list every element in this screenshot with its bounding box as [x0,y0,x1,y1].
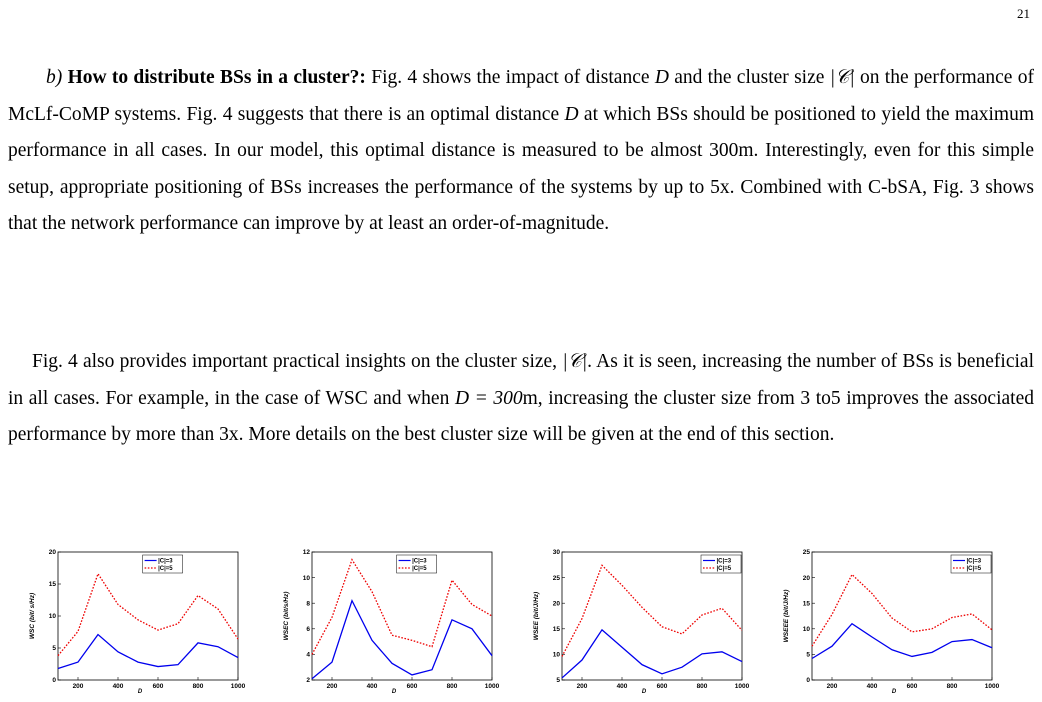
subsection-heading: How to distribute BSs in a cluster?: [67,67,366,88]
y-tick-label: 5 [806,652,810,659]
y-tick-label: 5 [52,645,56,652]
x-tick-label: 400 [617,683,628,690]
y-tick-label: 20 [803,575,811,582]
x-tick-label: 200 [577,683,588,690]
page-number: 21 [1017,6,1030,21]
paragraph-distribute-bss: b) How to distribute BSs in a cluster?: … [8,60,1034,243]
y-tick-label: 10 [303,575,311,582]
legend-label: |C|=5 [717,566,732,572]
y-axis-label: WSC (bit/ s/Hz) [29,593,36,639]
x-tick-label: 200 [827,683,838,690]
series-line-c3 [311,598,493,680]
x-tick-label: 800 [697,683,708,690]
y-tick-label: 15 [803,600,811,607]
series-line-c5 [811,573,993,647]
y-tick-label: 20 [553,600,561,607]
series-line-c5 [57,572,239,657]
p1-text-c: on the performance of McLf-CoMP systems.… [8,67,1034,125]
y-tick-label: 30 [553,549,561,556]
y-tick-label: 10 [49,613,57,620]
x-tick-label: 600 [153,683,164,690]
x-tick-label: 600 [407,683,418,690]
y-tick-label: 15 [49,581,57,588]
equation-d-300: D = 300 [454,387,523,409]
x-axis-label: D [642,689,647,695]
series-line-c3 [811,622,993,660]
figure-4-wseee-chart: 200 400 600 800 1000 0 5 10 15 20 25 D WSEEE (bit/J/… [766,546,1006,698]
series-line-c3 [561,628,743,679]
y-axis-label: WSEE (bit/J/Hz) [533,592,540,640]
p1-text-a: Fig. 4 shows the impact of distance [365,67,655,88]
x-axis-label: D [138,689,143,695]
figure-4-wsee-chart: 200 400 600 800 1000 5 10 15 20 25 30 D WSEE (bit/J/… [516,546,756,698]
figure-4-wsec-chart: 200 400 600 800 1000 2 4 6 8 10 12 D WSEC (bit/s/Hz)… [266,546,506,698]
y-axis-label: WSEEE (bit/J/Hz) [783,590,790,643]
x-tick-label: 800 [947,683,958,690]
p2-text-c: m, increasing the cluster size from 3 to… [8,387,1034,446]
y-tick-label: 12 [303,549,311,556]
var-d: D [564,103,579,125]
legend-label: |C|=3 [158,559,173,565]
legend-label: |C|=3 [967,559,982,565]
var-cluster-size: |𝒞| [562,351,588,372]
x-tick-label: 600 [657,683,668,690]
x-tick-label: 1000 [231,683,246,690]
y-tick-label: 20 [49,549,57,556]
paragraph-cluster-size: Fig. 4 also provides important practical… [8,344,1034,454]
p2-text-a: Fig. 4 also provides important practical… [32,351,563,372]
x-tick-label: 1000 [485,683,500,690]
x-tick-label: 200 [73,683,84,690]
plot-frame [561,551,743,681]
p1-text-b: and the cluster size [668,67,830,88]
y-tick-label: 0 [806,677,810,684]
p1-text-d: at which BSs should be positioned to yie… [8,103,1034,235]
y-tick-label: 25 [803,549,811,556]
x-axis-label: D [892,689,897,695]
x-tick-label: 400 [867,683,878,690]
y-tick-label: 2 [306,677,310,684]
series-line-c5 [311,558,493,655]
legend-label: |C|=3 [717,559,732,565]
y-tick-label: 5 [556,677,560,684]
x-tick-label: 800 [193,683,204,690]
var-cluster-size: |𝒞| [829,67,855,88]
x-axis-label: D [392,689,397,695]
x-tick-label: 1000 [985,683,1000,690]
y-tick-label: 25 [553,575,561,582]
y-tick-label: 4 [306,652,310,659]
figure-4-wsc-chart: 200 400 600 800 1000 0 5 10 15 20 D WSC (bit/ s/Hz)… [12,546,252,698]
legend-label: |C|=5 [412,566,427,572]
y-axis-label: WSEC (bit/s/Hz) [283,592,290,641]
y-tick-label: 6 [306,626,310,633]
x-tick-label: 800 [447,683,458,690]
y-tick-label: 10 [803,626,811,633]
var-d: D [654,67,669,88]
x-tick-label: 400 [113,683,124,690]
y-tick-label: 10 [553,652,561,659]
legend-label: |C|=3 [412,559,427,565]
y-tick-label: 15 [553,626,561,633]
legend-label: |C|=5 [158,566,173,572]
series-line-c5 [561,564,743,657]
x-tick-label: 600 [907,683,918,690]
y-tick-label: 8 [306,600,310,607]
y-tick-label: 0 [52,677,56,684]
x-tick-label: 400 [367,683,378,690]
subsection-label: b) [46,67,63,88]
x-tick-label: 200 [327,683,338,690]
x-tick-label: 1000 [735,683,750,690]
plot-frame [311,551,493,681]
legend-label: |C|=5 [967,566,982,572]
series-line-c3 [57,633,239,670]
plot-frame [57,551,239,681]
p2-text-b: . As it is seen, increasing the number o… [8,351,1034,409]
